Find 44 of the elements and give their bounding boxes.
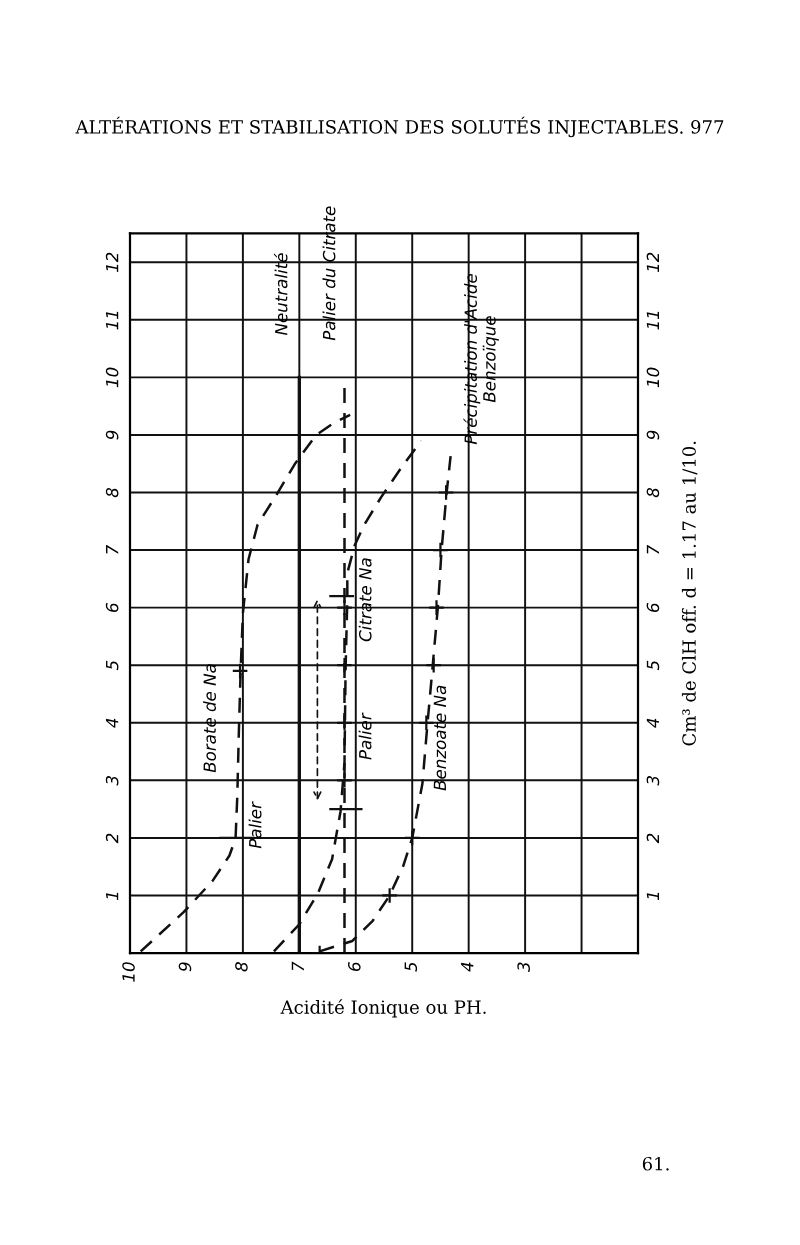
y-tick-label: 12 bbox=[105, 252, 119, 273]
annotation: Précipitation d'Acide Benzoïque bbox=[463, 274, 499, 445]
x-tick-label: 5 bbox=[404, 962, 418, 972]
chart-title: ALTÉRATIONS ET STABILISATION DES SOLUTÉS INJECTABLES. 977 bbox=[75, 116, 724, 138]
y-tick-label: 5 bbox=[106, 660, 119, 671]
annotation: Benzoate Na bbox=[433, 685, 447, 791]
annotation: Palier bbox=[248, 801, 262, 849]
y-tick-label: 9 bbox=[105, 430, 119, 440]
y2-tick-label: 5 bbox=[646, 660, 660, 671]
x-tick-label: 9 bbox=[178, 962, 192, 972]
x-tick-label: 8 bbox=[235, 962, 248, 972]
y2-tick-label: 10 bbox=[646, 367, 660, 388]
x-tick-label: 10 bbox=[122, 962, 135, 982]
annotation: Citrate Na bbox=[358, 558, 372, 642]
y2-tick-label: 9 bbox=[646, 430, 660, 440]
y-tick-label: 10 bbox=[105, 367, 119, 388]
y2-axis-title: Cm³ de ClH off. d = 1.17 au 1/10. bbox=[681, 441, 698, 746]
annotation: Palier bbox=[358, 712, 372, 760]
y2-tick-label: 12 bbox=[646, 252, 659, 273]
x-tick-label: 4 bbox=[461, 962, 474, 972]
y2-tick-label: 11 bbox=[646, 311, 659, 330]
y2-tick-label: 8 bbox=[646, 487, 660, 498]
text: 61. bbox=[642, 1156, 669, 1171]
y2-tick-label: 2 bbox=[646, 833, 659, 844]
y-tick-label: 8 bbox=[105, 487, 119, 498]
y2-tick-label: 4 bbox=[646, 718, 659, 728]
y-tick-label: 2 bbox=[105, 833, 119, 844]
x-tick-label: 7 bbox=[291, 961, 304, 971]
y2-tick-label: 1 bbox=[646, 892, 659, 900]
y-tick-label: 11 bbox=[106, 311, 119, 330]
x-tick-label: 3 bbox=[517, 962, 530, 972]
y-tick-label: 3 bbox=[105, 776, 119, 786]
y-tick-label: 4 bbox=[106, 718, 119, 728]
annotation: Neutralité bbox=[273, 253, 288, 336]
y-tick-label: 7 bbox=[106, 544, 119, 554]
y-tick-label: 1 bbox=[106, 892, 119, 900]
x-tick-label: 6 bbox=[348, 962, 361, 971]
y-tick-label: 6 bbox=[105, 603, 119, 612]
y2-tick-label: 7 bbox=[646, 544, 659, 554]
annotation: Borate de Na bbox=[203, 664, 216, 773]
annotation: Palier du Citrate bbox=[322, 206, 336, 341]
y2-tick-label: 3 bbox=[646, 776, 660, 786]
y2-tick-label: 6 bbox=[646, 603, 660, 612]
x-axis-title: Acidité Ionique ou PH. bbox=[280, 999, 486, 1018]
